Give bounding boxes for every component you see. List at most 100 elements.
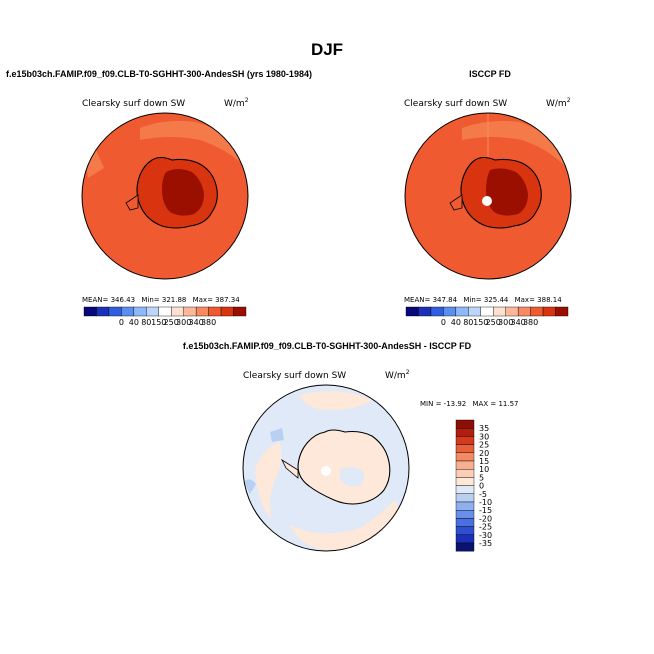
left-colorbar-swatch [158, 306, 172, 317]
diff-units-label: W/m2 [385, 369, 410, 381]
right-colorbar-tick-label: 80 [463, 318, 473, 327]
right-pole-hole [482, 196, 492, 206]
left-colorbar-swatch [183, 306, 197, 317]
diff-antarctica-outline [297, 429, 391, 505]
right-colorbar-swatch [455, 306, 469, 317]
diff-colorbar-swatch [455, 526, 475, 535]
right-colorbar-tick-label: 40 [451, 318, 461, 327]
right-panel: Clearsky surf down SW W/m2 MEAN= 347.84 … [404, 97, 572, 327]
right-map [405, 113, 571, 279]
left-plateau-max [162, 169, 204, 216]
left-colorbar-swatch [171, 306, 184, 317]
diff-pole-hole [321, 466, 331, 476]
right-colorbar-tick-label: 150 [473, 318, 488, 327]
right-colorbar-tick-label: 340 [511, 318, 526, 327]
diff-panel-title: f.e15b03ch.FAMIP.f09_f09.CLB-T0-SGHHT-30… [183, 341, 472, 351]
diff-colorbar-swatch [455, 501, 475, 511]
right-colorbar-swatch [480, 306, 494, 317]
diff-colorbar-tick-label: 5 [479, 473, 484, 482]
diff-colorbar-tick-label: -20 [479, 514, 492, 523]
diff-colorbar-swatch [455, 452, 475, 462]
right-colorbar-tick-label: 380 [523, 318, 538, 327]
right-colorbar-swatch [505, 306, 519, 317]
right-stats: MEAN= 347.84 Min= 325.44 Max= 388.14 [404, 296, 562, 304]
diff-colorbar-tick-label: 20 [479, 449, 489, 458]
diff-negative-patch-1 [270, 428, 284, 442]
right-peninsula [449, 194, 463, 211]
left-colorbar-swatch [195, 306, 209, 317]
left-colorbar-swatch [220, 306, 234, 317]
right-colorbar-swatch [468, 306, 481, 317]
right-colorbar-tick-label: 250 [486, 318, 501, 327]
left-map [82, 113, 248, 279]
diff-colorbar-swatch [455, 436, 475, 445]
left-colorbar-swatch [208, 306, 222, 317]
diff-colorbar-tick-label: -10 [479, 498, 492, 507]
left-colorbar-tick-label: 380 [201, 318, 216, 327]
left-variable-label: Clearsky surf down SW [82, 99, 185, 109]
right-colorbar-swatch [493, 306, 506, 317]
diff-colorbar-tick-label: -5 [479, 490, 487, 499]
diff-colorbar-tick-label: -35 [479, 539, 492, 548]
diff-positive-north [300, 391, 372, 410]
left-colorbar-tick-label: 0 [119, 318, 124, 327]
right-colorbar-swatch [555, 306, 569, 317]
right-colorbar-swatch [443, 306, 457, 317]
diff-stats: MIN = -13.92 MAX = 11.57 [420, 400, 518, 408]
diff-colorbar-tick-label: 10 [479, 465, 489, 474]
left-colorbar-swatch [83, 306, 97, 317]
left-colorbar-swatch [96, 306, 110, 317]
left-colorbar-swatch [133, 306, 147, 317]
left-colorbar-tick-label: 300 [176, 318, 191, 327]
right-colorbar-swatch [430, 306, 444, 317]
right-units-label: W/m2 [546, 97, 571, 109]
diff-peninsula [281, 458, 299, 479]
diff-colorbar-tick-label: 35 [479, 424, 489, 433]
right-colorbar-swatch [405, 306, 419, 317]
diff-colorbar-tick-label: 0 [479, 482, 484, 491]
diff-positive-west [255, 442, 282, 520]
diff-colorbar-swatch [455, 477, 475, 486]
left-peninsula [125, 194, 139, 211]
diff-colorbar-swatch [455, 428, 475, 437]
diff-colorbar-tick-label: -25 [479, 523, 492, 532]
diff-colorbar-tick-label: -30 [479, 531, 492, 540]
left-colorbar-swatch [146, 306, 159, 317]
right-colorbar-tick-label: 300 [498, 318, 513, 327]
left-colorbar-swatch [121, 306, 135, 317]
diff-colorbar-swatch [455, 493, 475, 503]
right-map-boundary [404, 112, 572, 280]
diff-colorbar-swatch [455, 510, 475, 519]
left-stats: MEAN= 346.43 Min= 321.88 Max= 387.34 [82, 296, 240, 304]
figure-title: DJF [311, 40, 343, 59]
left-panel: Clearsky surf down SW W/m2 MEAN= 346.43 … [81, 97, 249, 327]
right-plateau-max [486, 168, 528, 216]
diff-interior-negative [340, 467, 365, 487]
left-colorbar-tick-label: 40 [129, 318, 139, 327]
left-colorbar-tick-label: 80 [141, 318, 151, 327]
diff-map-boundary [242, 384, 410, 552]
left-units-label: W/m2 [224, 97, 249, 109]
diff-colorbar-tick-label: 15 [479, 457, 489, 466]
diff-colorbar-tick-label: 30 [479, 432, 489, 441]
right-colorbar-tick-label: 0 [441, 318, 446, 327]
right-colorbar-swatch [530, 306, 544, 317]
diff-negative-patch-2 [244, 479, 256, 494]
left-colorbar-tick-label: 250 [164, 318, 179, 327]
diff-colorbar-swatch [455, 460, 475, 470]
diff-colorbar-swatch [455, 485, 475, 495]
diff-colorbar-tick-label: -15 [479, 506, 492, 515]
right-panel-title: ISCCP FD [469, 69, 511, 79]
diff-colorbar-swatch [455, 518, 475, 527]
right-variable-label: Clearsky surf down SW [404, 99, 507, 109]
right-colorbar-swatch [542, 306, 556, 317]
diff-colorbar-swatch [455, 534, 475, 544]
diff-colorbar-swatch [455, 542, 475, 552]
left-panel-title: f.e15b03ch.FAMIP.f09_f09.CLB-T0-SGHHT-30… [6, 69, 312, 79]
diff-colorbar-swatch [455, 469, 475, 478]
left-colorbar-swatch [233, 306, 247, 317]
